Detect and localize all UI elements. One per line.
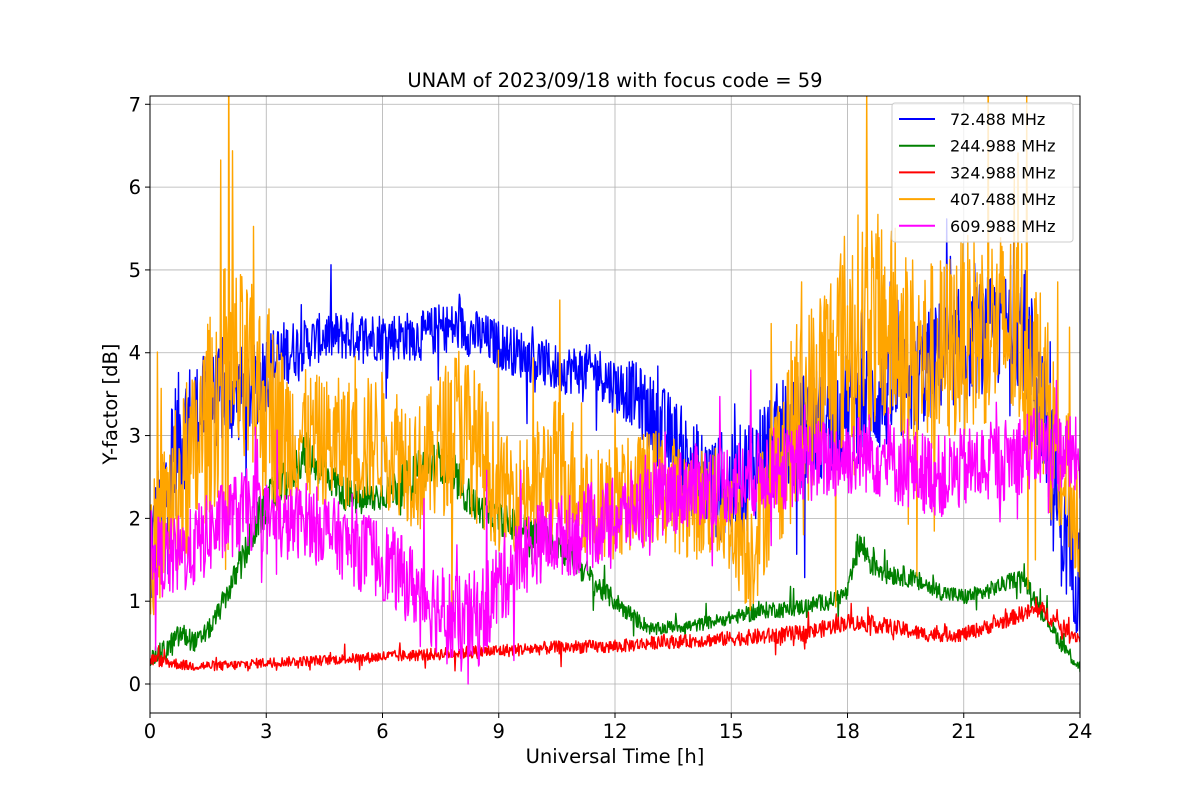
- x-tick-label: 3: [260, 720, 272, 743]
- y-tick-label: 4: [129, 342, 141, 365]
- series-line: [150, 369, 1080, 685]
- y-tick-label: 6: [129, 176, 141, 199]
- legend-label: 324.988 MHz: [950, 163, 1055, 182]
- series-line: [150, 96, 1080, 620]
- x-tick-label: 18: [835, 720, 860, 743]
- x-tick-label: 0: [144, 720, 156, 743]
- x-axis-label: Universal Time [h]: [526, 745, 705, 768]
- legend-label: 244.988 MHz: [950, 137, 1055, 156]
- series-line: [150, 218, 1080, 638]
- series-line: [150, 597, 1080, 672]
- legend-label: 407.488 MHz: [950, 190, 1055, 209]
- x-tick-label: 9: [493, 720, 505, 743]
- y-tick-label: 0: [129, 673, 141, 696]
- legend-label: 609.988 MHz: [950, 217, 1055, 236]
- y-tick-label: 3: [129, 425, 141, 448]
- y-tick-label: 7: [129, 93, 141, 116]
- chart-title: UNAM of 2023/09/18 with focus code = 59: [407, 69, 822, 92]
- x-tick-label: 24: [1068, 720, 1093, 743]
- y-tick-label: 1: [129, 590, 141, 613]
- x-tick-label: 21: [951, 720, 976, 743]
- legend: 72.488 MHz 244.988 MHz 324.988 MHz 407.488 …: [891, 102, 1074, 243]
- y-tick-label: 2: [129, 507, 141, 530]
- y-tick-label: 5: [129, 259, 141, 282]
- series-layer: [150, 96, 1080, 685]
- legend-label: 72.488 MHz: [950, 110, 1045, 129]
- y-axis-label: Y-factor [dB]: [99, 344, 122, 466]
- x-tick-label: 12: [603, 720, 628, 743]
- legend-box: [891, 102, 1074, 243]
- x-tick-label: 15: [719, 720, 744, 743]
- x-tick-label: 6: [376, 720, 388, 743]
